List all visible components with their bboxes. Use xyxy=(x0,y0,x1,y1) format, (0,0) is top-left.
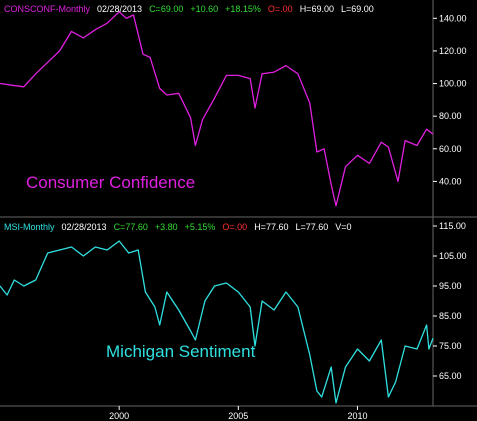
header-pct: +18.15% xyxy=(225,4,261,14)
header-symbol: CONSCONF-Monthly xyxy=(4,4,91,14)
y-tick-label: 120.00 xyxy=(439,46,467,56)
y-tick-label: 60.00 xyxy=(439,144,462,154)
header-high: H=77.60 xyxy=(254,222,289,232)
header-high: H=69.00 xyxy=(299,4,334,14)
y-tick-label: 65.00 xyxy=(439,371,462,381)
y-tick-label: 105.00 xyxy=(439,251,467,261)
consumer-confidence-header: CONSCONF-Monthly 02/28/2013 C=69.00 +10.60 +… xyxy=(4,4,381,14)
header-date: 02/28/2013 xyxy=(97,4,143,14)
michigan-sentiment-label: Michigan Sentiment xyxy=(106,342,256,361)
header-pct: +5.15% xyxy=(184,222,216,232)
header-close: C=77.60 xyxy=(113,222,148,232)
x-tick-label: 2010 xyxy=(347,411,367,421)
header-open: O=.00 xyxy=(267,4,293,14)
consumer-confidence-line xyxy=(0,11,434,207)
header-close: C=69.00 xyxy=(149,4,184,14)
y-tick-label: 80.00 xyxy=(439,111,462,121)
header-date: 02/28/2013 xyxy=(61,222,107,232)
x-tick-label: 2005 xyxy=(228,411,248,421)
header-symbol: MSI-Monthly xyxy=(4,222,55,232)
y-tick-label: 95.00 xyxy=(439,281,462,291)
michigan-sentiment-header: MSI-Monthly 02/28/2013 C=77.60 +3.80 +5.15% O… xyxy=(4,222,359,232)
y-tick-label: 140.00 xyxy=(439,13,467,23)
header-open: O=.00 xyxy=(222,222,248,232)
y-tick-label: 40.00 xyxy=(439,176,462,186)
header-change: +3.80 xyxy=(154,222,178,232)
header-volume: V=0 xyxy=(335,222,352,232)
consumer-confidence-label: Consumer Confidence xyxy=(26,173,196,192)
y-tick-label: 100.00 xyxy=(439,79,467,89)
header-low: L=69.00 xyxy=(340,4,374,14)
x-tick-label: 2000 xyxy=(109,411,129,421)
y-tick-label: 75.00 xyxy=(439,341,462,351)
header-low: L=77.60 xyxy=(295,222,329,232)
y-tick-label: 115.00 xyxy=(439,221,466,231)
michigan-sentiment-line xyxy=(0,240,434,404)
y-tick-label: 85.00 xyxy=(439,311,462,321)
header-change: +10.60 xyxy=(190,4,219,14)
